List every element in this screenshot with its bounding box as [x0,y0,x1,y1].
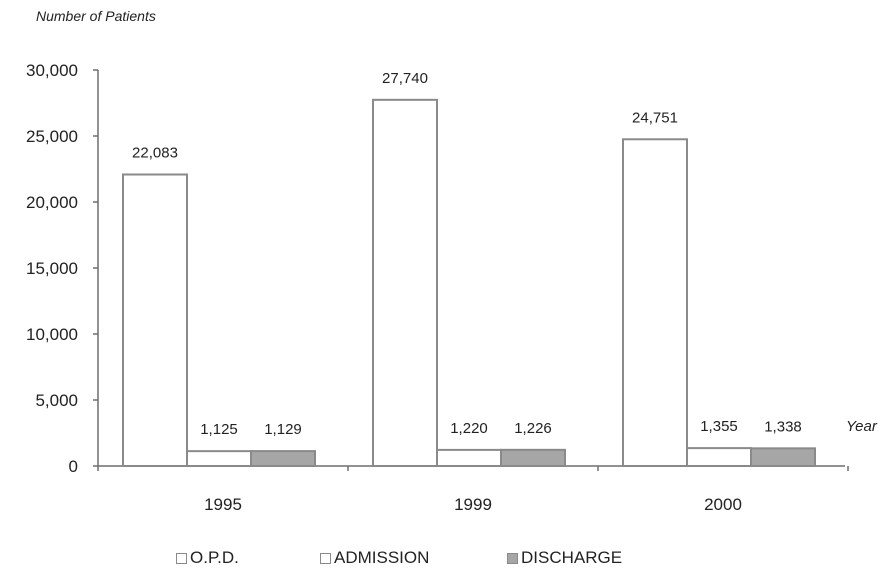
data-label: 24,751 [632,109,678,126]
legend-item-discharge: DISCHARGE [507,548,622,568]
data-label: 22,083 [132,145,178,162]
y-tick-label: 20,000 [26,193,78,212]
bar-discharge-1995 [250,450,316,467]
y-axis-label: Number of Patients [36,8,156,24]
x-axis-label: Year [846,418,877,435]
bar-opd-2000 [622,138,688,467]
legend: O.P.D. ADMISSION DISCHARGE [0,548,888,570]
y-tick-label: 10,000 [26,325,78,344]
y-tick-label: 25,000 [26,127,78,146]
data-label: 27,740 [382,70,428,87]
data-label: 1,125 [200,421,238,438]
bar-admission-1995 [186,450,252,467]
bar-admission-1999 [436,448,502,467]
x-category-label: 1999 [454,495,492,514]
y-tick-label: 0 [69,457,78,476]
bar-discharge-2000 [750,447,816,468]
data-label: 1,226 [514,420,552,437]
bar-admission-2000 [686,447,752,468]
bar-opd-1999 [372,98,438,467]
x-category-label: 1995 [204,495,242,514]
x-category-label: 2000 [704,495,742,514]
legend-item-opd: O.P.D. [176,548,239,568]
data-label: 1,129 [264,421,302,438]
bar-chart: 0 5,000 10,000 15,000 20,000 25,000 30,000 22,0… [26,61,849,514]
bar-discharge-1999 [500,448,566,468]
y-tick-label: 15,000 [26,259,78,278]
data-label: 1,355 [700,418,738,435]
data-label: 1,220 [450,420,488,437]
y-tick-label: 30,000 [26,61,78,80]
legend-label-admission: ADMISSION [334,548,430,567]
data-label: 1,338 [764,418,802,435]
legend-label-opd: O.P.D. [190,548,239,567]
legend-label-discharge: DISCHARGE [521,548,623,567]
legend-swatch-admission [320,552,331,564]
legend-item-admission: ADMISSION [320,548,429,568]
legend-swatch-opd [176,552,187,564]
bar-opd-1995 [122,173,188,467]
y-tick-label: 5,000 [35,391,78,410]
legend-swatch-discharge [507,552,518,564]
